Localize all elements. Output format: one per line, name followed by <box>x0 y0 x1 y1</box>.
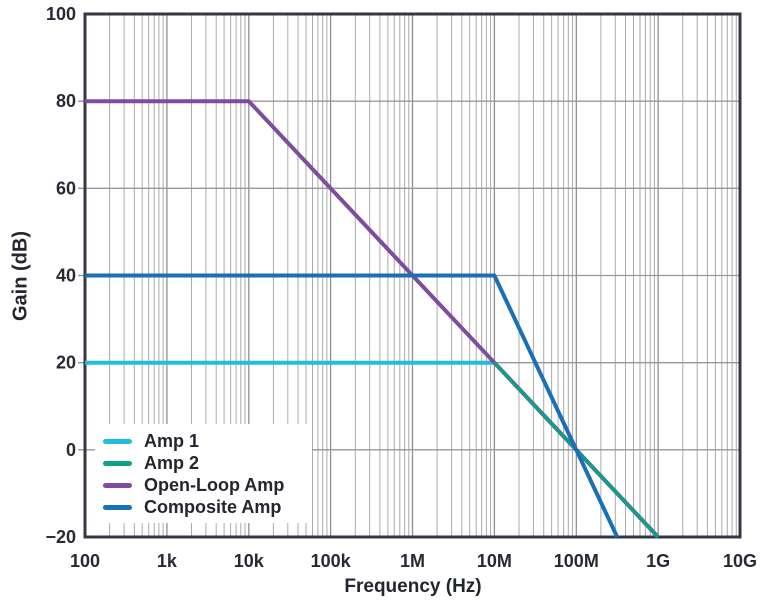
y-tick-label: 20 <box>56 353 76 373</box>
legend-item: Amp 1 <box>103 430 312 452</box>
y-tick-label: 60 <box>56 178 76 198</box>
series-group <box>85 99 660 539</box>
y-tick-label: 0 <box>66 440 76 460</box>
y-tick-label: 80 <box>56 91 76 111</box>
x-tick-label: 10k <box>234 551 265 571</box>
y-tick-labels: 100 80 60 40 20 0 −20 <box>45 4 76 547</box>
legend-item: Amp 2 <box>103 452 312 474</box>
x-tick-label: 1G <box>646 551 670 571</box>
y-tick-label: 100 <box>46 4 76 24</box>
series-composite-amp <box>85 273 620 538</box>
x-tick-label: 100M <box>554 551 599 571</box>
legend-label: Amp 2 <box>144 453 200 473</box>
x-tick-label: 10G <box>723 551 757 571</box>
chart-legend: Amp 1 Amp 2 Open-Loop Amp Composite Amp <box>95 424 312 523</box>
legend-swatch <box>103 482 132 488</box>
y-axis-title: Gain (dB) <box>9 231 32 321</box>
legend-item: Composite Amp <box>103 496 312 518</box>
y-tick-label: 40 <box>56 266 76 286</box>
legend-swatch <box>103 504 132 510</box>
legend-item: Open-Loop Amp <box>103 474 312 496</box>
legend-label: Composite Amp <box>144 497 282 517</box>
legend-label: Amp 1 <box>144 431 200 451</box>
legend-label: Open-Loop Amp <box>144 475 285 495</box>
x-tick-label: 1k <box>157 551 178 571</box>
legend-swatch <box>103 438 132 444</box>
x-tick-label: 1M <box>400 551 425 571</box>
x-tick-label: 10M <box>477 551 512 571</box>
legend-swatch <box>103 460 132 466</box>
x-tick-label: 100k <box>311 551 352 571</box>
x-tick-label: 100 <box>70 551 100 571</box>
x-axis-title: Frequency (Hz) <box>344 576 482 597</box>
x-tick-labels: 100 1k 10k 100k 1M 10M 100M 1G 10G <box>70 551 757 571</box>
y-tick-label: −20 <box>45 527 76 547</box>
